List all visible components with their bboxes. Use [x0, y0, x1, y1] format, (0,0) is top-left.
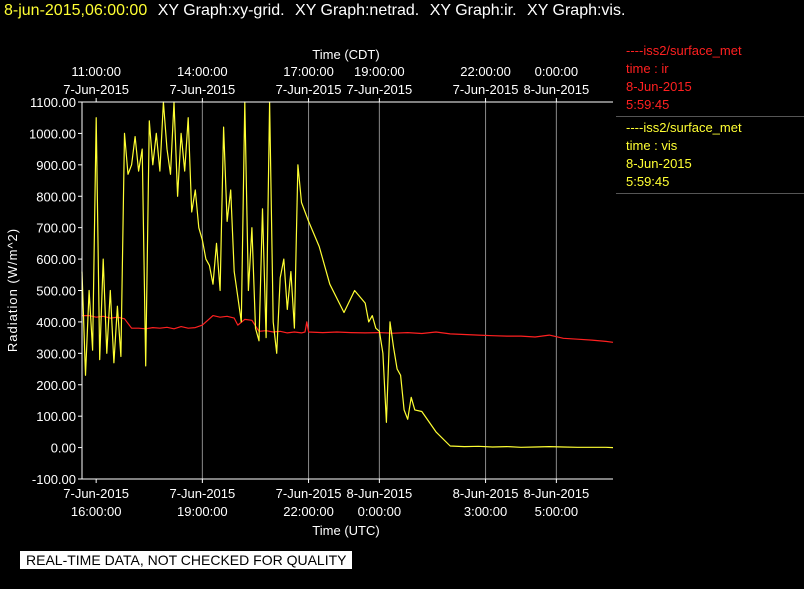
bottom-tick-time-2: 22:00:00 — [283, 504, 334, 519]
top-tick-date-4: 7-Jun-2015 — [453, 82, 519, 97]
y-tick-label-6: 500.00 — [36, 284, 76, 299]
y-tick-label-1: 1000.00 — [29, 126, 76, 141]
bottom-tick-date-5: 8-Jun-2015 — [523, 486, 589, 501]
top-tick-time-5: 0:00:00 — [535, 64, 578, 79]
graph-title-ir: XY Graph:ir. — [429, 2, 517, 19]
bottom-tick-time-4: 3:00:00 — [464, 504, 507, 519]
legend-time-vis: 5:59:45 — [626, 174, 670, 189]
bottom-tick-time-0: 16:00:00 — [71, 504, 122, 519]
top-tick-labels: 11:00:00 7-Jun-2015 14:00:00 7-Jun-2015 17:0… — [63, 64, 589, 97]
y-tick-label-11: 0.00 — [51, 441, 76, 456]
y-tick-label-3: 800.00 — [36, 189, 76, 204]
timestamp: 8-jun-2015,06:00:00 — [4, 2, 148, 19]
legend-source-vis: ----iss2/surface_met — [626, 120, 742, 135]
top-tick-time-3: 19:00:00 — [354, 64, 405, 79]
top-tick-time-2: 17:00:00 — [283, 64, 334, 79]
y-axis-label: Radiation (W/m^2) — [5, 228, 20, 352]
radiation-chart: 1100.00 1000.00 900.00 800.00 700.00 600.00 50… — [5, 47, 614, 538]
legend: ----iss2/surface_met time : ir 8-Jun-201… — [616, 40, 804, 194]
y-tick-label-4: 700.00 — [36, 221, 76, 236]
grid-lines — [201, 102, 557, 479]
axes — [78, 98, 613, 483]
bottom-tick-date-4: 8-Jun-2015 — [453, 486, 519, 501]
graph-title-netrad: XY Graph:netrad. — [295, 2, 420, 19]
legend-source-ir: ----iss2/surface_met — [626, 43, 742, 58]
bottom-tick-date-1: 7-Jun-2015 — [169, 486, 235, 501]
top-tick-date-2: 7-Jun-2015 — [276, 82, 342, 97]
y-tick-label-9: 200.00 — [36, 378, 76, 393]
legend-time-ir: 5:59:45 — [626, 97, 670, 112]
top-tick-date-5: 8-Jun-2015 — [523, 82, 589, 97]
series-layer — [81, 101, 614, 449]
y-tick-label-0: 1100.00 — [30, 95, 76, 110]
header-bar: 8-jun-2015,06:00:00 XY Graph:xy-grid. XY… — [4, 2, 625, 20]
bottom-tick-date-2: 7-Jun-2015 — [276, 486, 342, 501]
x-axis-label-bottom: Time (UTC) — [312, 523, 379, 538]
legend-entry-ir: ----iss2/surface_met time : ir 8-Jun-201… — [616, 40, 804, 117]
top-tick-time-1: 14:00:00 — [177, 64, 228, 79]
top-tick-time-0: 11:00:00 — [71, 64, 121, 79]
y-tick-labels: 1100.00 1000.00 900.00 800.00 700.00 600.00 50… — [29, 95, 76, 487]
bottom-tick-date-0: 7-Jun-2015 — [63, 486, 129, 501]
y-tick-label-10: 100.00 — [36, 409, 76, 424]
y-tick-label-2: 900.00 — [36, 158, 76, 173]
legend-series-ir: time : ir — [626, 61, 669, 76]
series-line-ir — [82, 315, 614, 343]
legend-date-vis: 8-Jun-2015 — [626, 156, 692, 171]
legend-date-ir: 8-Jun-2015 — [626, 79, 692, 94]
graph-title-xy-grid: XY Graph:xy-grid. — [157, 2, 285, 19]
legend-series-vis: time : vis — [626, 138, 678, 153]
bottom-tick-time-5: 5:00:00 — [535, 504, 578, 519]
top-tick-date-3: 7-Jun-2015 — [346, 82, 412, 97]
bottom-tick-date-3: 8-Jun-2015 — [346, 486, 412, 501]
series-line-vis — [81, 101, 614, 449]
quality-disclaimer: REAL-TIME DATA, NOT CHECKED FOR QUALITY — [20, 551, 353, 569]
bottom-tick-time-1: 19:00:00 — [177, 504, 228, 519]
bottom-tick-time-3: 0:00:00 — [358, 504, 401, 519]
y-tick-label-8: 300.00 — [36, 346, 76, 361]
bottom-tick-labels: 7-Jun-2015 16:00:00 7-Jun-2015 19:00:00 7-Ju… — [63, 486, 589, 519]
x-axis-label-top: Time (CDT) — [312, 47, 379, 62]
top-tick-date-1: 7-Jun-2015 — [169, 82, 235, 97]
top-tick-date-0: 7-Jun-2015 — [63, 82, 129, 97]
top-tick-time-4: 22:00:00 — [460, 64, 511, 79]
graph-title-vis: XY Graph:vis. — [527, 2, 626, 19]
legend-entry-vis: ----iss2/surface_met time : vis 8-Jun-20… — [616, 117, 804, 194]
y-tick-label-5: 600.00 — [36, 252, 76, 267]
y-tick-label-12: -100.00 — [32, 472, 76, 487]
y-tick-label-7: 400.00 — [36, 315, 76, 330]
